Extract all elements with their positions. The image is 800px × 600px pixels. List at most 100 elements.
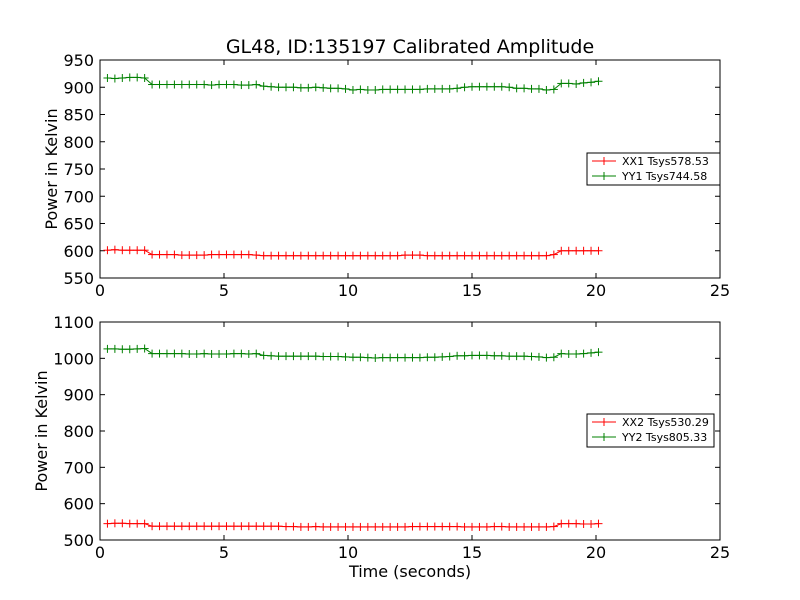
data-point [490, 251, 499, 260]
data-point [133, 73, 142, 82]
legend: XX2 Tsys530.29 YY2 Tsys805.33 [586, 413, 715, 448]
data-point [207, 522, 216, 531]
data-point [222, 522, 231, 531]
data-point [356, 522, 365, 531]
data-point [534, 352, 543, 361]
data-point [527, 251, 536, 260]
data-point [542, 522, 551, 531]
data-point [326, 522, 335, 531]
plots-container: 0 5 10 15 20 25 550 600 650 700 750 800 850 900 950 GL4… [32, 36, 730, 581]
data-point [579, 520, 588, 529]
data-point [170, 80, 179, 89]
legend-label: XX1 Tsys578.53 [622, 155, 709, 168]
data-point [177, 80, 186, 89]
data-point [289, 522, 298, 531]
data-point [200, 349, 209, 358]
data-point [572, 246, 581, 255]
data-point [110, 74, 119, 83]
data-point [162, 522, 171, 531]
data-point [133, 519, 142, 528]
data-point [244, 522, 253, 531]
y-tick-label: 900 [63, 386, 94, 405]
data-point [534, 84, 543, 93]
data-point [594, 348, 603, 357]
data-point [468, 82, 476, 91]
data-point [148, 522, 157, 531]
data-point [125, 519, 134, 528]
y-axis-label: Power in Kelvin [32, 370, 51, 491]
data-point [445, 522, 454, 531]
data-point [319, 352, 328, 361]
data-point [118, 246, 127, 255]
data-point [386, 353, 395, 362]
data-point [423, 353, 432, 362]
data-point [348, 251, 357, 260]
data-point [423, 251, 432, 260]
data-point [155, 522, 164, 531]
data-point [564, 79, 573, 88]
x-tick-label: 5 [219, 281, 229, 300]
data-point [475, 82, 484, 91]
data-point [564, 519, 573, 528]
data-point [140, 246, 149, 255]
y-tick-label: 850 [63, 106, 94, 125]
data-point [579, 246, 588, 255]
data-point [438, 251, 447, 260]
data-point [274, 352, 283, 361]
data-point [103, 519, 112, 528]
data-point [534, 251, 543, 260]
chart-title: GL48, ID:135197 Calibrated Amplitude [226, 36, 594, 58]
data-point [282, 522, 290, 531]
data-point [155, 250, 164, 259]
data-point [177, 251, 186, 260]
data-point [423, 522, 432, 531]
data-point [497, 82, 506, 91]
data-point [490, 82, 499, 91]
y-axis-label: Power in Kelvin [42, 108, 61, 229]
data-point [244, 81, 253, 90]
y-tick-label: 750 [63, 160, 94, 179]
y-tick-label: 950 [63, 51, 94, 70]
data-point [348, 85, 357, 94]
series-yy1 [103, 73, 603, 94]
data-point [229, 80, 238, 89]
legend-label: YY2 Tsys805.33 [621, 431, 707, 444]
data-point [177, 349, 186, 358]
data-point [289, 352, 298, 361]
x-tick-label: 25 [710, 281, 730, 300]
data-point [363, 85, 372, 94]
legend-box [586, 413, 715, 448]
data-point [445, 251, 454, 260]
y-tick-label: 1100 [53, 313, 94, 332]
data-point [304, 83, 313, 92]
data-point [259, 251, 268, 260]
data-point [118, 345, 127, 354]
legend-entry: XX1 Tsys578.53 [592, 155, 709, 168]
data-point [549, 522, 558, 531]
data-point [177, 522, 186, 531]
data-point [140, 344, 149, 353]
data-point [497, 522, 506, 531]
data-point [341, 251, 350, 260]
y-tick-label: 600 [63, 495, 94, 514]
data-point [445, 352, 454, 361]
data-point [453, 522, 462, 531]
data-point [371, 251, 380, 260]
legend-entry: XX2 Tsys530.29 [592, 416, 709, 429]
data-point [192, 251, 201, 260]
y-tick-label: 800 [63, 422, 94, 441]
data-point [110, 344, 119, 353]
data-point [579, 349, 588, 358]
x-tick-label: 20 [586, 281, 606, 300]
data-point [438, 352, 447, 361]
data-point [512, 522, 521, 531]
data-point [356, 85, 365, 94]
data-point [430, 251, 439, 260]
data-point [423, 84, 432, 93]
data-point [200, 251, 209, 260]
data-point [162, 349, 171, 358]
data-point [319, 522, 328, 531]
data-point [460, 351, 469, 360]
data-point [311, 522, 320, 531]
y-tick-label: 900 [63, 78, 94, 97]
